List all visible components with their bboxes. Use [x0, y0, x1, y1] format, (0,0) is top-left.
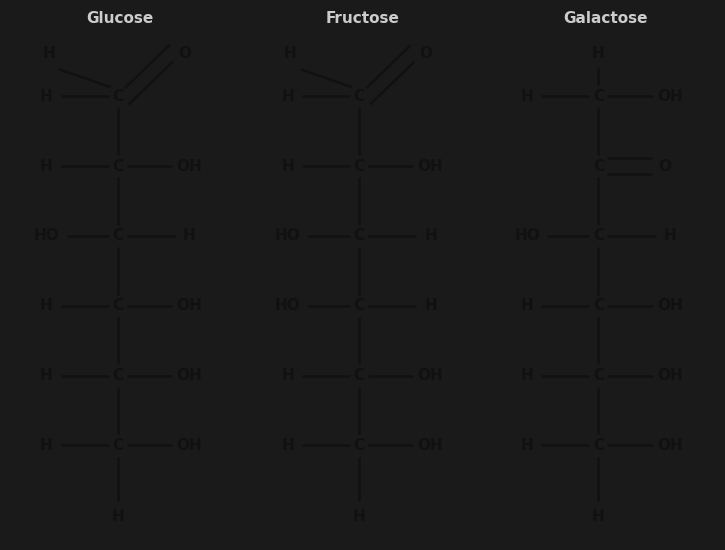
Text: H: H — [40, 158, 53, 174]
Text: HO: HO — [275, 298, 301, 314]
Text: H: H — [281, 368, 294, 383]
Text: C: C — [354, 228, 365, 244]
Text: H: H — [353, 509, 365, 524]
Text: C: C — [354, 158, 365, 174]
Text: OH: OH — [418, 368, 444, 383]
Text: OH: OH — [657, 438, 683, 453]
Text: C: C — [112, 89, 123, 104]
Text: C: C — [112, 158, 123, 174]
Text: O: O — [178, 46, 191, 60]
Text: H: H — [281, 89, 294, 104]
Text: OH: OH — [176, 298, 202, 314]
Text: H: H — [281, 158, 294, 174]
Text: H: H — [183, 228, 196, 244]
Text: OH: OH — [657, 368, 683, 383]
Text: H: H — [592, 509, 605, 524]
Text: OH: OH — [418, 158, 444, 174]
Text: C: C — [593, 438, 604, 453]
Text: OH: OH — [418, 438, 444, 453]
Text: C: C — [354, 89, 365, 104]
Text: OH: OH — [657, 89, 683, 104]
Text: H: H — [40, 368, 53, 383]
Text: C: C — [593, 368, 604, 383]
Text: Glucose: Glucose — [86, 10, 153, 26]
Text: H: H — [43, 46, 55, 60]
Text: HO: HO — [275, 228, 301, 244]
Text: O: O — [419, 46, 432, 60]
Text: OH: OH — [176, 438, 202, 453]
Text: C: C — [593, 298, 604, 314]
Text: H: H — [424, 228, 437, 244]
Text: H: H — [424, 298, 437, 314]
Text: HO: HO — [514, 228, 540, 244]
Text: Fructose: Fructose — [326, 10, 399, 26]
Text: H: H — [521, 438, 534, 453]
Text: C: C — [354, 438, 365, 453]
Text: H: H — [40, 438, 53, 453]
Text: OH: OH — [176, 158, 202, 174]
Text: C: C — [112, 298, 123, 314]
Text: C: C — [112, 438, 123, 453]
Text: C: C — [593, 89, 604, 104]
Text: H: H — [592, 46, 605, 60]
Text: C: C — [112, 368, 123, 383]
Text: HO: HO — [33, 228, 59, 244]
Text: H: H — [284, 46, 297, 60]
Text: H: H — [663, 228, 676, 244]
Text: OH: OH — [657, 298, 683, 314]
Text: Galactose: Galactose — [563, 10, 647, 26]
Text: H: H — [112, 509, 124, 524]
Text: H: H — [40, 89, 53, 104]
Text: C: C — [593, 158, 604, 174]
Text: H: H — [281, 438, 294, 453]
Text: OH: OH — [176, 368, 202, 383]
Text: C: C — [354, 298, 365, 314]
Text: O: O — [658, 158, 671, 174]
Text: H: H — [521, 298, 534, 314]
Text: H: H — [521, 89, 534, 104]
Text: C: C — [593, 228, 604, 244]
Text: C: C — [112, 228, 123, 244]
Text: H: H — [521, 368, 534, 383]
Text: C: C — [354, 368, 365, 383]
Text: H: H — [40, 298, 53, 314]
